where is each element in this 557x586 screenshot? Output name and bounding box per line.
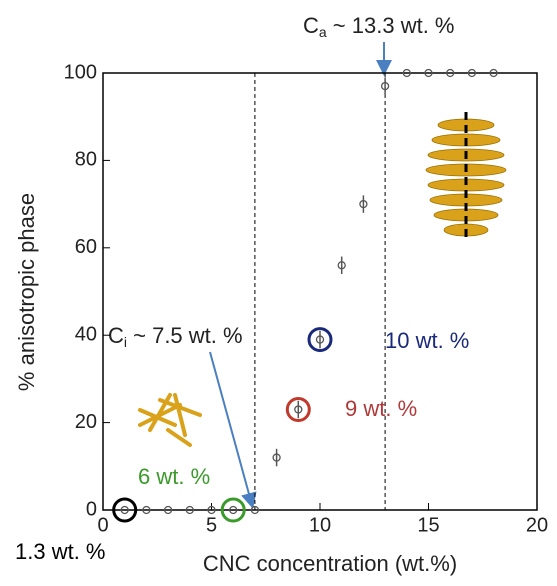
x-tick-label: 10 [309,514,331,536]
data-point [489,68,498,78]
data-point [467,68,477,78]
ci-sub: i [124,334,127,350]
ca-sub: a [319,24,327,40]
data-point [315,335,325,344]
data-point [229,505,238,515]
y-tick-label: 20 [75,411,97,433]
x-tick-label: 5 [206,514,217,536]
annotation: 1.3 wt. % [15,539,105,564]
annotation: 6 wt. % [138,464,210,489]
data-point [142,505,151,515]
ci-annotation: Ci ~ 7.5 wt. % [108,323,243,350]
data-point [272,453,281,462]
y-axis-label: % anisotropic phase [14,193,39,391]
data-point [163,505,173,515]
highlight-circle [307,327,333,353]
ca-main: C [303,13,319,38]
data-point [207,505,216,515]
x-tick-label: 20 [526,514,548,536]
ca-annotation: Ca ~ 13.3 wt. % [303,13,454,40]
data-point [294,405,303,414]
x-tick-label: 0 [97,514,108,536]
data-point [120,505,129,515]
x-axis-label: CNC concentration (wt.%) [203,551,457,576]
annotation: 9 wt. % [345,396,417,421]
liquid-crystal-icon [425,112,507,240]
x-tick-label: 15 [417,514,439,536]
data-point [250,505,260,515]
highlight-circle [112,497,138,523]
y-tick-label: 60 [75,236,97,258]
y-tick-label: 40 [75,323,97,345]
ci-arrow [209,351,257,509]
isotropic-icon [138,393,202,447]
data-point [424,68,433,78]
data-point [380,81,390,91]
data-point [446,68,455,78]
annotation: 10 wt. % [385,328,469,353]
y-tick-label: 0 [86,498,97,520]
highlight-circle [285,396,311,422]
ci-main: C [108,323,124,348]
data-point [359,199,368,209]
ca-rest: ~ 13.3 wt. % [327,13,455,38]
data-point [402,68,411,78]
data-point [337,261,346,270]
y-tick-label: 80 [75,149,97,171]
highlight-circle [220,497,246,523]
ci-rest: ~ 7.5 wt. % [127,323,243,348]
y-tick-label: 100 [64,61,97,83]
data-point [185,505,194,515]
